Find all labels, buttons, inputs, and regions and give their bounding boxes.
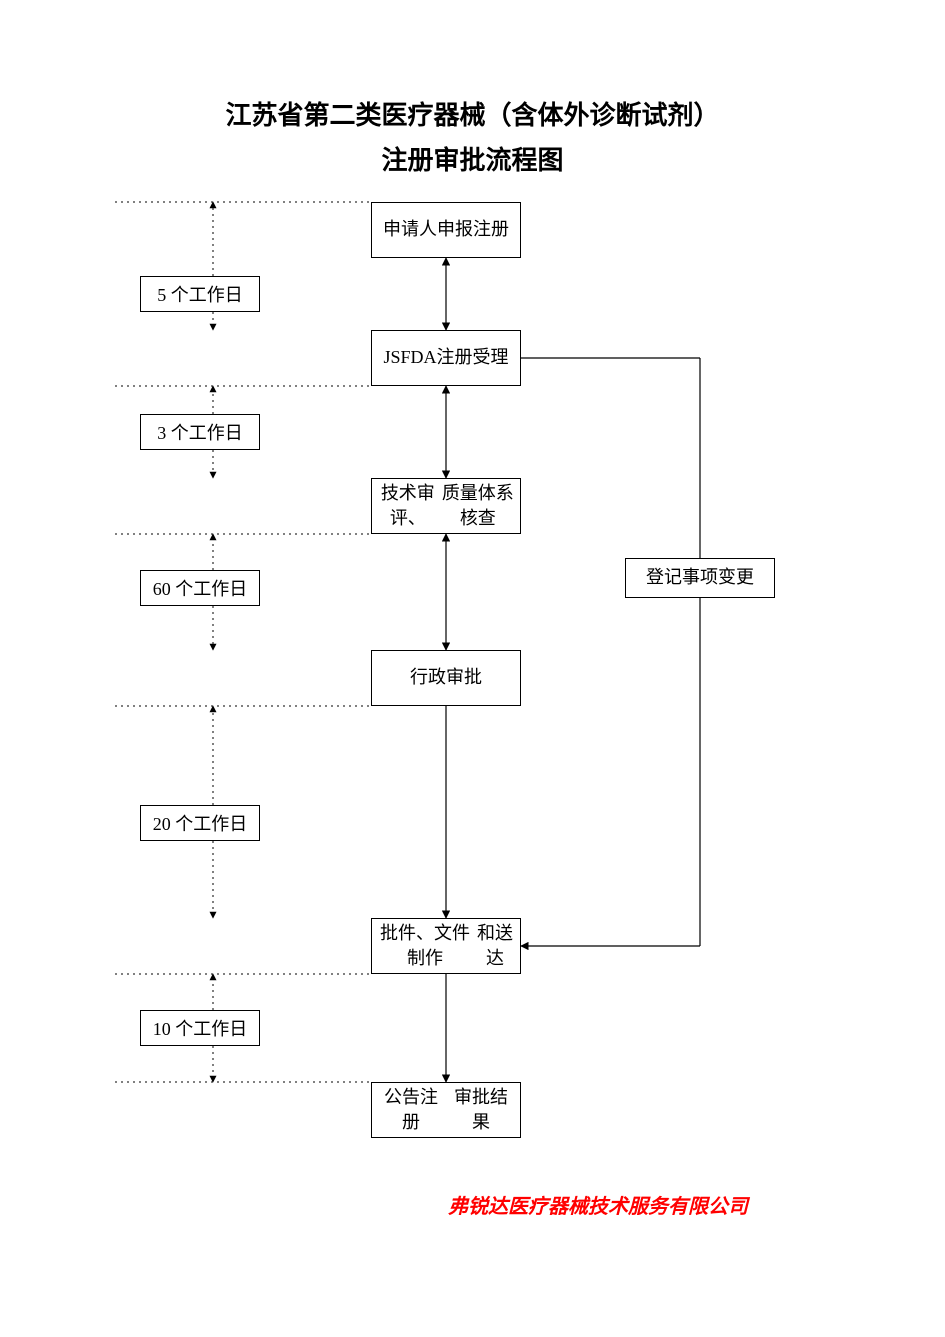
title-line-2: 注册审批流程图 [0,140,945,177]
duration-3: 60 个工作日 [140,570,260,606]
title-line-1: 江苏省第二类医疗器械（含体外诊断试剂） [0,95,945,132]
node-apply: 申请人申报注册 [371,202,521,258]
node-issue: 批件、文件制作和送达 [371,918,521,974]
footer-company: 弗锐达医疗器械技术服务有限公司 [448,1190,748,1219]
diagram-stage: 江苏省第二类医疗器械（含体外诊断试剂） 注册审批流程图 申请人申报注册 JSFD… [0,0,945,1337]
duration-1: 5 个工作日 [140,276,260,312]
node-change: 登记事项变更 [625,558,775,598]
node-accept: JSFDA注册受理 [371,330,521,386]
duration-5: 10 个工作日 [140,1010,260,1046]
node-review: 技术审评、质量体系核查 [371,478,521,534]
node-publish: 公告注册审批结果 [371,1082,521,1138]
node-approve: 行政审批 [371,650,521,706]
duration-4: 20 个工作日 [140,805,260,841]
duration-2: 3 个工作日 [140,414,260,450]
